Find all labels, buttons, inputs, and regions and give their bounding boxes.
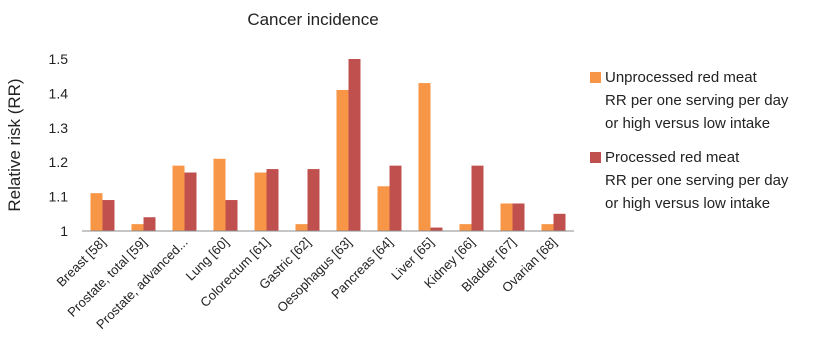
- bar-processed: [102, 200, 115, 231]
- bar-unprocessed: [500, 203, 513, 231]
- bar-unprocessed: [459, 224, 472, 231]
- x-axis: Breast [58]Prostate, total [59]Prostate,…: [54, 235, 560, 332]
- y-axis: 1 1.1 1.2 1.3 1.4 1.5: [49, 51, 69, 239]
- y-tick-label: 1: [60, 223, 68, 239]
- legend-swatch: [590, 72, 601, 83]
- legend-label: RR per one serving per day: [605, 92, 789, 109]
- legend-label: or high versus low intake: [605, 195, 770, 212]
- y-tick-label: 1.2: [49, 154, 69, 170]
- bar-unprocessed: [377, 186, 390, 231]
- legend-label: RR per one serving per day: [605, 172, 789, 189]
- bar-processed: [348, 59, 361, 231]
- bar-unprocessed: [254, 172, 267, 231]
- bar-processed: [307, 169, 320, 231]
- bars: [90, 59, 566, 232]
- bar-unprocessed: [541, 224, 554, 231]
- y-tick-label: 1.1: [49, 189, 69, 205]
- category-label: Oesophagus [63]: [274, 235, 355, 316]
- y-tick-label: 1.5: [49, 51, 69, 67]
- bar-unprocessed: [213, 158, 226, 231]
- chart-title: Cancer incidence: [247, 10, 378, 29]
- bar-unprocessed: [336, 89, 349, 232]
- bar-processed: [471, 165, 484, 231]
- bar-processed: [266, 169, 279, 231]
- bar-unprocessed: [295, 224, 308, 231]
- bar-unprocessed: [172, 165, 185, 231]
- bar-processed: [430, 227, 443, 231]
- legend-swatch: [590, 152, 601, 163]
- legend-label: Unprocessed red meat: [605, 69, 758, 86]
- bar-processed: [184, 172, 197, 231]
- legend: Unprocessed red meat RR per one serving p…: [590, 69, 789, 212]
- bar-processed: [225, 200, 238, 231]
- y-tick-label: 1.3: [49, 120, 69, 136]
- legend-label: or high versus low intake: [605, 115, 770, 132]
- bar-processed: [512, 203, 525, 231]
- bar-unprocessed: [90, 193, 103, 231]
- bar-unprocessed: [418, 83, 431, 231]
- bar-processed: [389, 165, 402, 231]
- bar-unprocessed: [131, 224, 144, 231]
- legend-label: Processed red meat: [605, 149, 740, 166]
- y-tick-label: 1.4: [49, 85, 69, 101]
- bar-processed: [553, 213, 566, 231]
- bar-processed: [143, 217, 156, 231]
- y-axis-title: Relative risk (RR): [5, 78, 24, 211]
